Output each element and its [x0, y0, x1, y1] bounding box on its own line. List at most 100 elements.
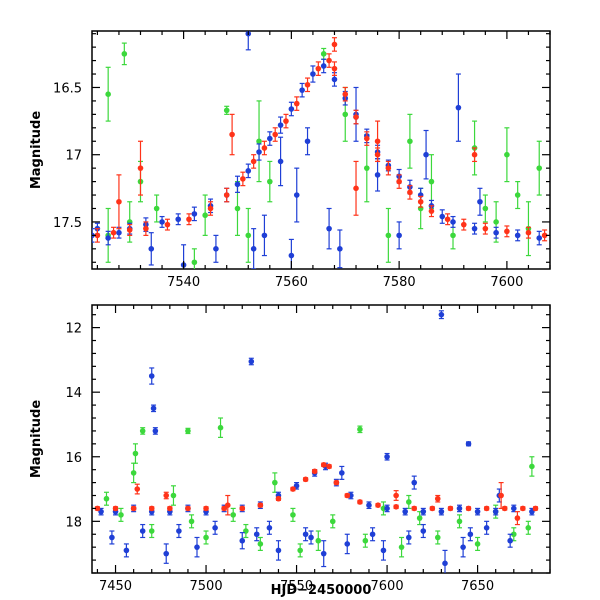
- y-tick-label: 17: [65, 149, 82, 164]
- data-point: [109, 534, 115, 541]
- data-point: [290, 486, 296, 492]
- data-point: [112, 505, 119, 512]
- data-point: [447, 505, 454, 512]
- data-point: [266, 524, 273, 531]
- series-0: [98, 310, 535, 573]
- data-point: [439, 213, 446, 220]
- data-point: [103, 495, 110, 502]
- data-point: [288, 106, 295, 112]
- data-point: [493, 219, 499, 225]
- data-point: [320, 462, 327, 468]
- data-point: [342, 111, 349, 118]
- data-point: [407, 189, 413, 196]
- data-point: [163, 550, 170, 557]
- data-point: [164, 221, 171, 228]
- data-point: [450, 219, 456, 225]
- data-point: [393, 504, 399, 510]
- data-point: [407, 138, 413, 145]
- data-point: [207, 205, 214, 212]
- data-point: [118, 512, 124, 518]
- data-point: [148, 528, 155, 534]
- x-tick-label: 7600: [371, 579, 404, 594]
- data-point: [393, 492, 399, 499]
- data-point: [402, 508, 408, 515]
- data-point: [474, 541, 481, 547]
- data-point: [230, 512, 237, 518]
- data-point: [148, 505, 155, 512]
- x-tick-label: 7550: [280, 579, 313, 594]
- data-point: [405, 499, 412, 505]
- data-point: [275, 547, 282, 554]
- data-point: [297, 547, 303, 554]
- data-point: [326, 463, 332, 470]
- data-point: [293, 192, 300, 198]
- data-point: [277, 122, 284, 128]
- data-point: [315, 537, 322, 544]
- data-point: [245, 168, 252, 174]
- top-panel: 7540 7560 7580 7600 16.5 17 17.5 Magnitude: [29, 30, 551, 290]
- data-point: [130, 505, 137, 512]
- data-point: [176, 528, 182, 534]
- bottom-panel-data: [94, 310, 539, 573]
- data-point: [267, 178, 273, 185]
- data-point: [320, 550, 327, 557]
- data-point: [311, 468, 318, 475]
- data-point: [132, 450, 139, 457]
- data-point: [130, 470, 137, 476]
- data-point: [520, 505, 526, 512]
- data-point: [223, 192, 230, 198]
- data-point: [536, 165, 543, 171]
- data-point: [213, 246, 219, 252]
- data-point: [460, 544, 466, 550]
- data-point: [541, 232, 548, 239]
- top-panel-frame: [91, 30, 551, 270]
- y-tick-label: 17.5: [53, 216, 82, 231]
- data-point: [396, 232, 402, 239]
- data-point: [256, 149, 262, 155]
- data-point: [450, 232, 456, 239]
- data-point: [185, 428, 191, 434]
- data-point: [411, 479, 418, 486]
- data-point: [514, 192, 521, 198]
- data-point: [134, 486, 141, 492]
- data-point: [434, 495, 441, 502]
- data-point: [223, 107, 230, 114]
- data-point: [362, 537, 369, 544]
- data-point: [467, 531, 474, 538]
- data-point: [536, 235, 543, 241]
- data-point: [110, 229, 117, 236]
- data-point: [326, 57, 332, 64]
- data-point: [532, 505, 539, 512]
- data-point: [455, 104, 462, 111]
- data-point: [482, 205, 489, 212]
- data-point: [234, 205, 241, 212]
- data-point: [272, 479, 278, 486]
- data-point: [272, 131, 279, 138]
- data-point: [339, 470, 345, 476]
- data-point: [465, 505, 472, 512]
- x-tick-label: 7500: [190, 579, 223, 594]
- data-point: [320, 51, 327, 57]
- data-point: [471, 151, 478, 158]
- data-point: [525, 524, 532, 531]
- data-point: [299, 87, 305, 93]
- data-point: [353, 114, 359, 120]
- data-point: [510, 505, 517, 512]
- data-point: [302, 476, 309, 483]
- data-point: [250, 246, 257, 252]
- data-point: [159, 219, 165, 225]
- data-point: [194, 544, 200, 550]
- data-point: [267, 135, 273, 142]
- data-point: [465, 441, 472, 447]
- data-point: [331, 65, 338, 72]
- data-point: [384, 505, 390, 512]
- top-y-axis-label: Magnitude: [29, 111, 44, 190]
- data-point: [191, 259, 198, 266]
- data-point: [275, 495, 282, 502]
- data-point: [374, 172, 381, 178]
- data-point: [229, 131, 235, 138]
- data-point: [121, 51, 128, 57]
- data-point: [167, 505, 173, 512]
- top-panel-data: [92, 31, 548, 269]
- data-point: [471, 225, 478, 232]
